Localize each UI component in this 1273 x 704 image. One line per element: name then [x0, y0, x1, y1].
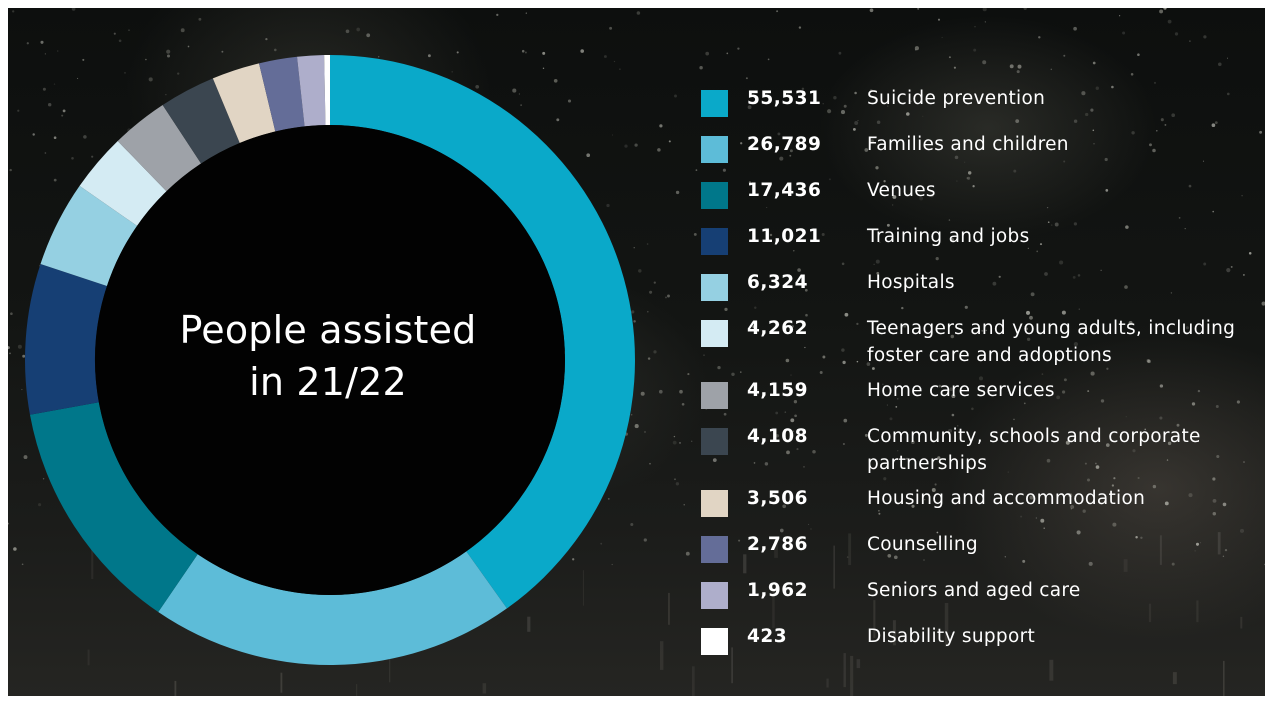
chart-title-line-1: People assisted	[179, 308, 477, 352]
donut-slice-3	[29, 402, 198, 613]
legend-swatch	[701, 136, 728, 163]
legend-swatch	[701, 274, 728, 301]
legend-value: 55,531	[747, 88, 822, 109]
legend-value: 6,324	[747, 272, 809, 293]
donut-slice-8	[162, 78, 240, 164]
legend-label: Housing and accommodation	[867, 488, 1146, 509]
donut-slice-4	[25, 264, 107, 415]
legend-swatch	[701, 428, 728, 455]
legend-item: 4,159 Home care services	[701, 377, 1261, 437]
legend-item: 2,786 Counselling	[701, 531, 1261, 591]
legend-item: 17,436 Venues	[701, 177, 1261, 237]
chart-title: People assisted in 21/22	[128, 304, 528, 408]
legend-item: 1,962 Seniors and aged care	[701, 577, 1261, 637]
legend-item: 11,021 Training and jobs	[701, 223, 1261, 283]
legend-value: 3,506	[747, 488, 809, 509]
legend-item: 3,506 Housing and accommodation	[701, 485, 1261, 545]
legend-swatch	[701, 90, 728, 117]
legend-value: 2,786	[747, 534, 809, 555]
legend-swatch	[701, 320, 728, 347]
legend-swatch	[701, 228, 728, 255]
legend-item: 4,262 Teenagers and young adults, includi…	[701, 315, 1261, 375]
legend-label: Venues	[867, 180, 936, 201]
legend-swatch	[701, 182, 728, 209]
donut-slice-1	[330, 55, 635, 609]
legend-label: Hospitals	[867, 272, 955, 293]
legend-item: 6,324 Hospitals	[701, 269, 1261, 329]
legend-value: 26,789	[747, 134, 822, 155]
legend-value: 4,262	[747, 318, 809, 339]
donut-slice-2	[158, 551, 507, 665]
legend-swatch	[701, 582, 728, 609]
legend-value: 1,962	[747, 580, 809, 601]
chart-title-line-2: in 21/22	[249, 360, 407, 404]
donut-hole	[95, 125, 565, 595]
legend-swatch	[701, 382, 728, 409]
legend-value: 4,159	[747, 380, 809, 401]
donut-slice-12	[324, 55, 330, 126]
legend-value: 423	[747, 626, 788, 647]
legend-swatch	[701, 536, 728, 563]
legend-label: Training and jobs	[867, 226, 1030, 247]
donut-slice-11	[297, 55, 326, 127]
legend-swatch	[701, 490, 728, 517]
legend-label: Teenagers and young adults, including fo…	[867, 318, 1236, 366]
legend-item: 423 Disability support	[701, 623, 1261, 683]
legend-item: 26,789 Families and children	[701, 131, 1261, 191]
legend-value: 4,108	[747, 426, 809, 447]
legend-label: Disability support	[867, 626, 1036, 647]
donut-slice-6	[79, 140, 167, 226]
legend-label: Home care services	[867, 380, 1055, 401]
donut-slice-5	[40, 185, 138, 287]
donut-slice-9	[212, 63, 276, 144]
donut-slice-10	[259, 56, 305, 132]
chart-panel: People assisted in 21/22 55,531 Suicide p…	[8, 8, 1265, 696]
donut-slice-7	[117, 105, 202, 192]
legend-label: Families and children	[867, 134, 1069, 155]
legend-label: Suicide prevention	[867, 88, 1046, 109]
legend-label: Counselling	[867, 534, 978, 555]
legend-label: Seniors and aged care	[867, 580, 1081, 601]
legend-item: 55,531 Suicide prevention	[701, 85, 1261, 145]
legend-value: 17,436	[747, 180, 822, 201]
legend-value: 11,021	[747, 226, 822, 247]
donut-chart	[25, 55, 635, 665]
legend-item: 4,108 Community, schools and corporate pa…	[701, 423, 1261, 483]
legend-label: Community, schools and corporate partner…	[867, 426, 1201, 474]
legend-swatch	[701, 628, 728, 655]
